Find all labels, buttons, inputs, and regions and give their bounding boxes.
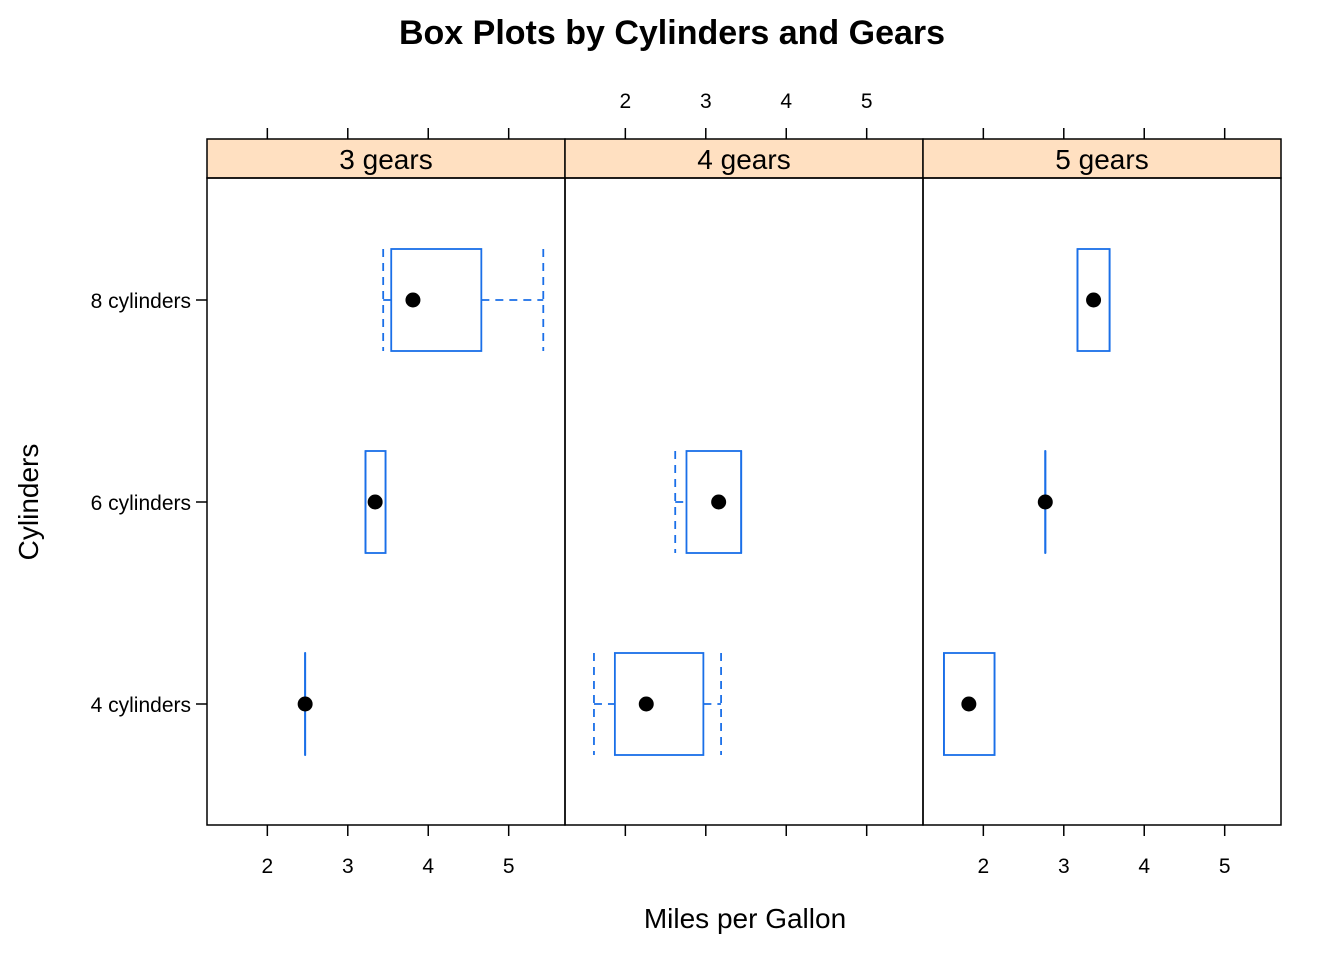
bottom-tick-label: 2 [977,855,989,878]
median-point [638,696,654,712]
median-point [367,494,383,510]
bottom-tick-label: 5 [503,855,515,878]
bottom-tick-label: 3 [342,855,354,878]
row-label: 4 cylinders [91,694,191,717]
box [1076,248,1111,352]
box [685,450,743,554]
median-point [405,292,421,308]
chart-title: Box Plots by Cylinders and Gears [399,14,945,52]
strip-label: 4 gears [697,144,790,175]
median-point [1086,292,1102,308]
bottom-tick-label: 3 [1058,855,1070,878]
panel-frame [564,177,924,826]
box [364,450,387,554]
median-point [297,696,313,712]
bottom-tick-label: 4 [422,855,434,878]
strip-label: 5 gears [1055,144,1148,175]
bottom-tick-label: 4 [1138,855,1150,878]
panel-frame [922,177,1282,826]
median-point [711,494,727,510]
panels-layer: 3 gears 4 gears 5 gears 2 3 4 5 2 3 4 5 2 3 4 5 4 cylin… [91,90,1282,878]
y-axis-label: Cylinders [13,444,44,561]
strip-5-gears [922,138,1282,179]
box [613,652,705,756]
x-axis-label: Miles per Gallon [644,903,846,934]
box [943,652,996,756]
top-tick-label: 5 [861,90,873,113]
top-tick-label: 3 [700,90,712,113]
strip-3-gears [206,138,566,179]
bottom-tick-label: 5 [1219,855,1231,878]
median-point [961,696,977,712]
row-label: 8 cylinders [91,290,191,313]
top-tick-label: 2 [619,90,631,113]
bottom-tick-label: 2 [261,855,273,878]
strip-label: 3 gears [339,144,432,175]
box [390,248,483,352]
strip-4-gears [564,138,924,179]
top-tick-label: 4 [780,90,792,113]
median-point [1037,494,1053,510]
row-label: 6 cylinders [91,492,191,515]
